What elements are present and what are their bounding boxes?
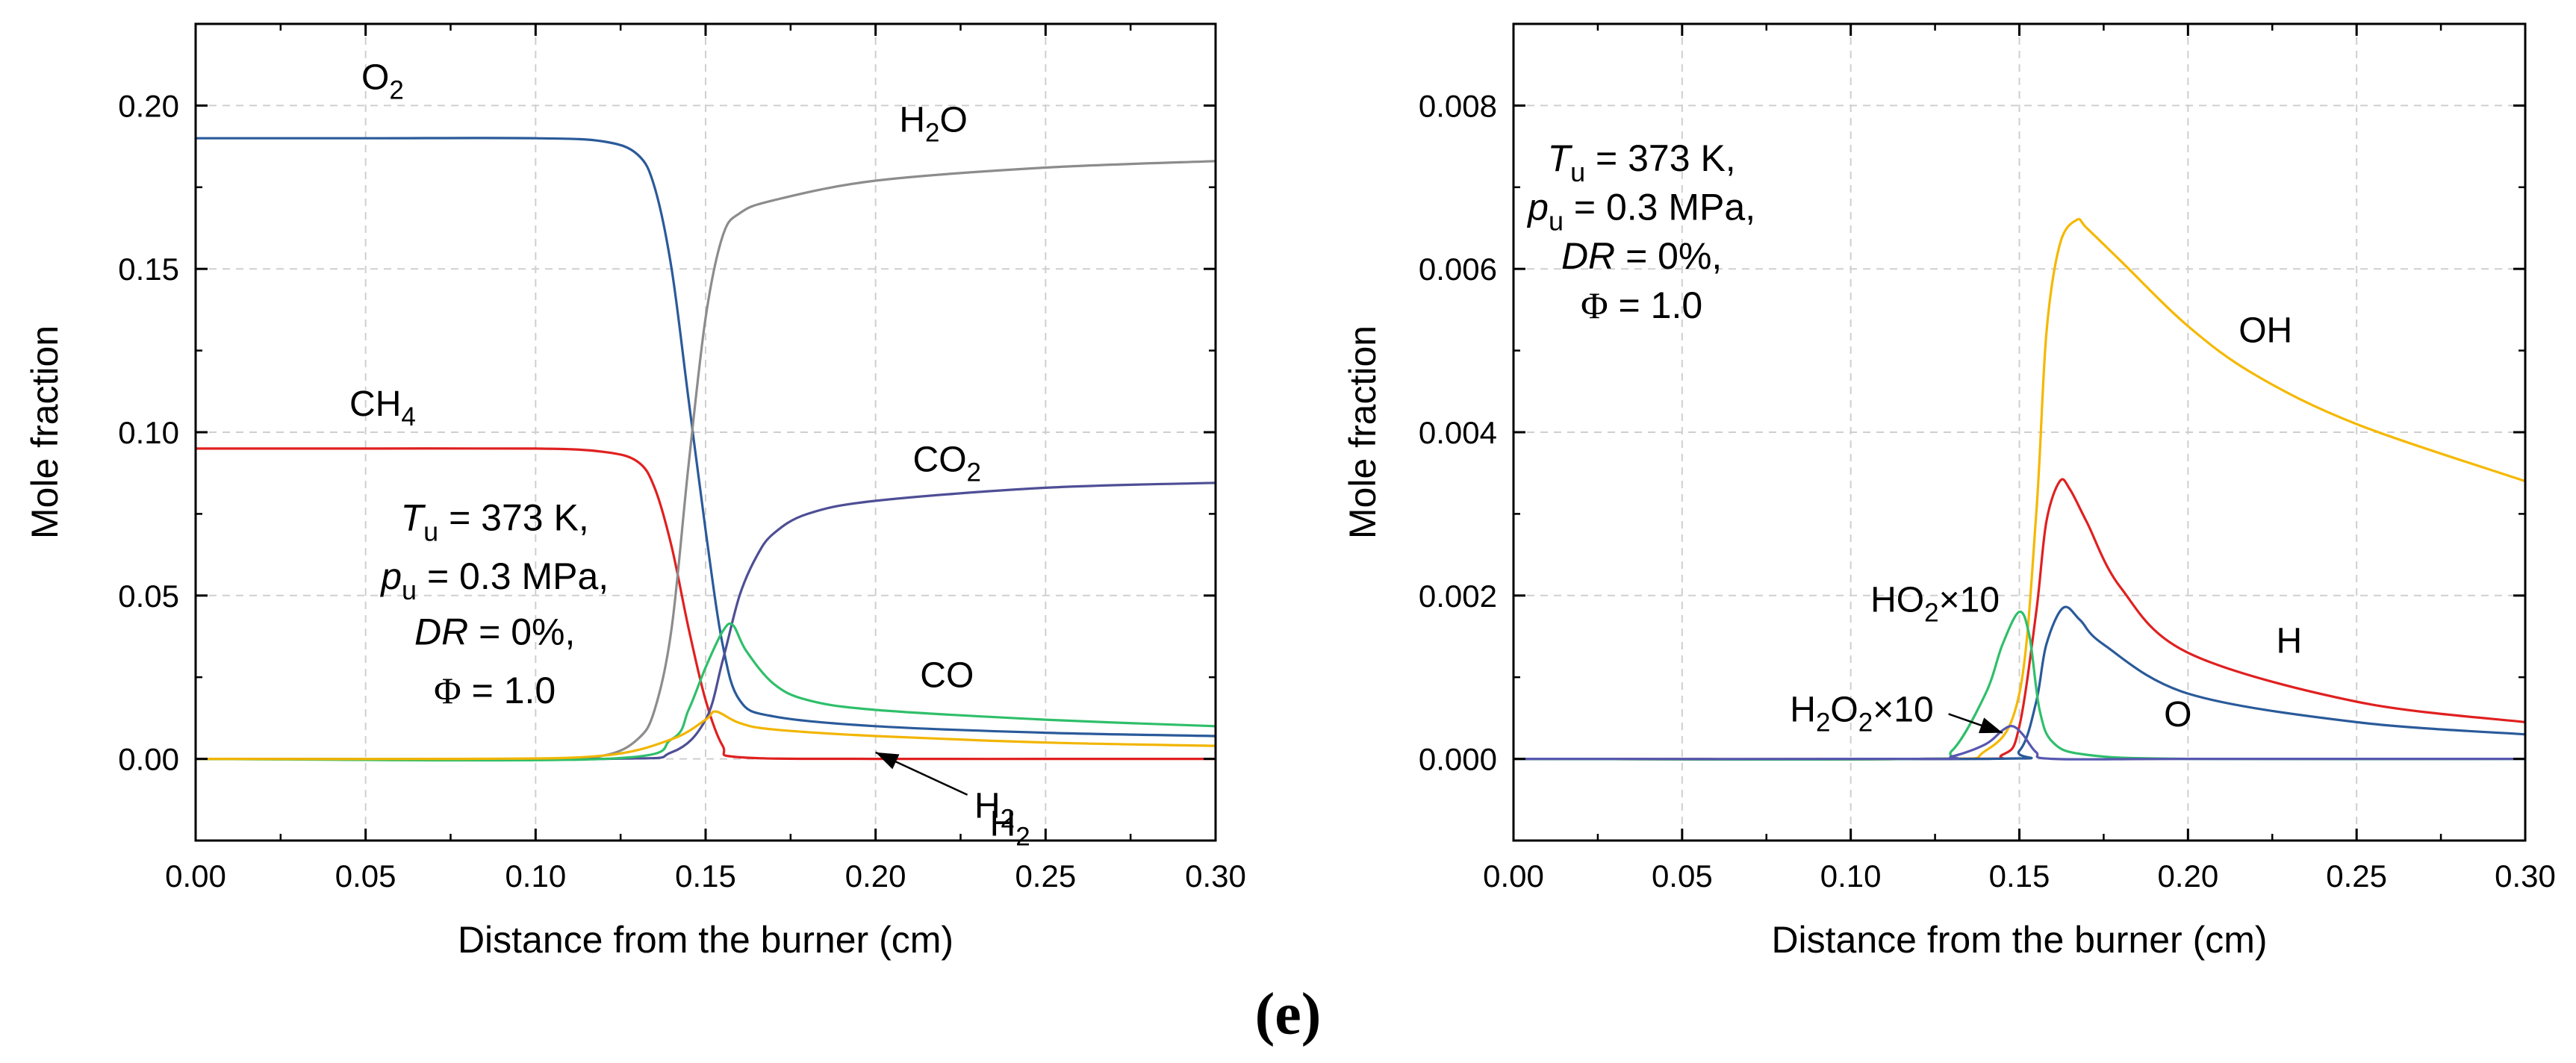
condition-line-2: pu = 0.3 MPa, [379, 555, 609, 605]
series-line-h2 [195, 710, 1216, 761]
x-tick-label: 0.10 [1820, 858, 1882, 894]
y-axis-label: Mole fraction [24, 325, 66, 539]
x-tick-label: 0.25 [2326, 858, 2387, 894]
series-label-oh: OH [2239, 311, 2292, 351]
annotation-label: H2O2×10 [1790, 690, 1933, 737]
y-tick-label: 0.10 [118, 415, 179, 450]
x-tick-label: 0.25 [1015, 858, 1076, 894]
y-tick-label: 0.15 [118, 252, 179, 287]
series-label-o2: O2 [361, 58, 404, 105]
x-tick-label: 0.00 [1483, 858, 1544, 894]
x-tick-label: 0.20 [2157, 858, 2218, 894]
series-label-o: O [2164, 695, 2191, 735]
condition-line-3: DR = 0%, [414, 611, 575, 652]
y-tick-label: 0.000 [1419, 742, 1497, 777]
y-tick-label: 0.05 [118, 579, 179, 614]
x-tick-label: 0.15 [675, 858, 736, 894]
condition-line-3: DR = 0%, [1561, 235, 1722, 277]
series-line-co [195, 622, 1216, 762]
series-label-co2: CO2 [913, 440, 981, 487]
x-tick-label: 0.00 [165, 858, 226, 894]
x-axis-label: Distance from the burner (cm) [1771, 919, 2267, 961]
x-tick-label: 0.30 [2495, 858, 2556, 894]
series-line-ch4 [195, 446, 1216, 761]
panel-label: (e) [1255, 982, 1322, 1047]
x-tick-label: 0.20 [845, 858, 906, 894]
x-tick-label: 0.10 [505, 858, 566, 894]
condition-line-1: Tu = 373 K, [401, 496, 589, 546]
series-line-h2o2x10 [1513, 725, 2525, 761]
x-axis-label: Distance from the burner (cm) [458, 919, 953, 961]
annotation-arrow-head [875, 752, 900, 770]
annotation-arrow-head [1978, 717, 2003, 734]
y-tick-label: 0.00 [118, 742, 179, 777]
y-tick-label: 0.002 [1419, 579, 1497, 614]
y-tick-label: 0.008 [1419, 88, 1497, 123]
y-tick-label: 0.004 [1419, 415, 1497, 450]
series-label-h2: H2 [974, 786, 1015, 833]
x-tick-label: 0.15 [1989, 858, 2050, 894]
chart-right: 0.00 0.05 0.10 0.15 0.20 0.25 0.30 0.000 0.002 0.… [1342, 22, 2556, 961]
x-tick-label: 0.05 [335, 858, 396, 894]
x-tick-label: 0.30 [1185, 858, 1246, 894]
series-label-h2o: H2O [899, 100, 967, 147]
series-line-o2 [196, 137, 1216, 738]
x-tick-label: 0.05 [1652, 858, 1713, 894]
condition-line-1: Tu = 373 K, [1548, 137, 1736, 187]
condition-line-4: Φ = 1.0 [434, 670, 556, 711]
series-label-ch4: CH4 [349, 384, 416, 431]
series-label-h: H [2276, 621, 2302, 661]
y-tick-label: 0.006 [1419, 252, 1497, 287]
y-tick-label: 0.20 [118, 88, 179, 123]
annotation-label: H2 [990, 805, 1030, 852]
y-axis-label: Mole fraction [1342, 325, 1384, 539]
series-label-co: CO [920, 655, 974, 695]
series-label-ho2x10: HO2×10 [1870, 581, 2000, 628]
chart-left: 0.00 0.05 0.10 0.15 0.20 0.25 0.30 0.00 0.05 0.10… [24, 22, 1246, 961]
condition-line-4: Φ = 1.0 [1581, 284, 1702, 326]
condition-line-2: pu = 0.3 MPa, [1526, 187, 1755, 237]
